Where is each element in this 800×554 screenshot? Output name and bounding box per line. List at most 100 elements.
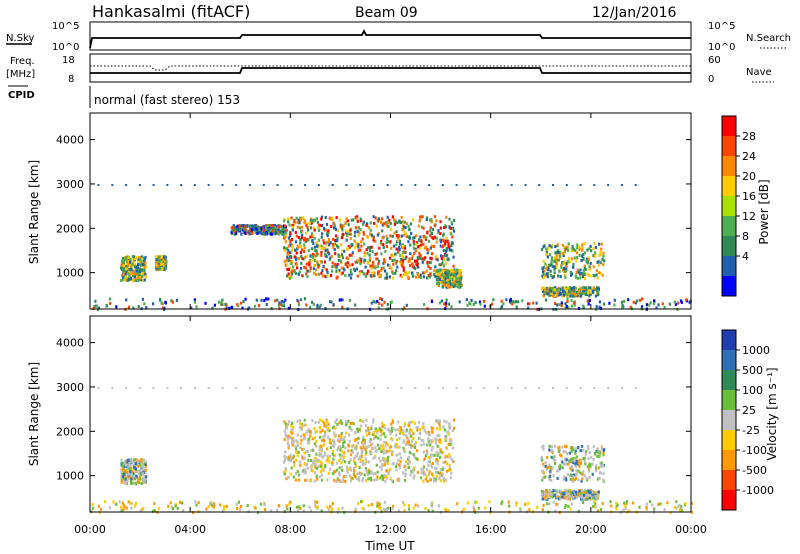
data-cell	[443, 456, 446, 459]
data-cell	[359, 387, 362, 389]
data-cell	[134, 265, 137, 269]
data-cell	[359, 260, 362, 264]
data-cell	[144, 464, 148, 468]
data-cell	[287, 244, 290, 248]
data-cell	[361, 506, 364, 510]
data-cell	[286, 274, 289, 278]
data-cell	[595, 466, 598, 470]
data-cell	[443, 226, 446, 229]
data-cell	[675, 506, 678, 510]
data-cell	[338, 453, 341, 457]
data-cell	[688, 300, 691, 304]
data-cell	[327, 240, 330, 244]
data-cell	[602, 478, 605, 482]
data-cell	[256, 231, 259, 235]
data-cell	[155, 255, 158, 259]
data-cell	[354, 455, 357, 459]
data-cell	[372, 215, 375, 219]
data-cell	[356, 441, 359, 445]
data-cell	[577, 509, 580, 513]
data-cell	[137, 260, 140, 264]
data-cell	[625, 500, 629, 504]
data-cell	[407, 504, 410, 507]
data-cell	[300, 424, 304, 428]
data-cell	[138, 476, 141, 479]
data-cell	[295, 439, 298, 443]
data-cell	[370, 425, 373, 429]
data-cell	[601, 273, 604, 277]
data-cell	[437, 504, 440, 508]
data-cell	[377, 306, 381, 310]
data-cell	[329, 217, 332, 221]
x-tick-label: 00:00	[74, 523, 106, 536]
data-cell	[564, 444, 567, 448]
data-cell	[298, 426, 302, 430]
data-cell	[326, 248, 329, 252]
data-cell	[586, 260, 589, 264]
data-cell	[420, 443, 423, 447]
data-cell	[190, 306, 193, 310]
data-cell	[342, 441, 345, 445]
data-cell	[318, 435, 322, 439]
data-cell	[602, 451, 605, 455]
data-cell	[331, 261, 334, 265]
data-cell	[349, 458, 352, 462]
data-cell	[371, 447, 375, 450]
data-cell	[302, 437, 305, 441]
data-cell	[392, 254, 395, 258]
data-cell	[374, 239, 377, 243]
data-cell	[584, 286, 587, 290]
data-cell	[601, 502, 604, 506]
data-cell	[120, 509, 123, 513]
data-cell	[307, 228, 310, 232]
data-cell	[127, 470, 131, 474]
data-cell	[431, 446, 434, 449]
data-cell	[338, 269, 341, 273]
cpid-label: CPID	[8, 90, 35, 101]
data-cell	[426, 479, 429, 483]
data-cell	[424, 237, 427, 241]
data-cell	[413, 236, 416, 240]
data-cell	[403, 245, 406, 249]
data-cell	[466, 303, 469, 307]
data-cell	[327, 229, 330, 233]
data-cell	[236, 225, 239, 229]
data-cell	[143, 475, 146, 479]
data-cell	[579, 287, 582, 291]
data-cell	[613, 303, 616, 307]
data-cell	[312, 460, 315, 464]
data-cell	[571, 294, 574, 298]
data-cell	[267, 226, 270, 229]
data-cell	[303, 238, 306, 242]
data-cell	[607, 387, 610, 389]
data-cell	[442, 466, 445, 470]
data-cell	[337, 507, 340, 511]
data-cell	[144, 460, 148, 464]
data-cell	[123, 478, 126, 482]
data-cell	[346, 422, 349, 426]
data-cell	[311, 238, 314, 242]
data-cell	[405, 271, 409, 275]
data-cell	[572, 448, 575, 452]
colorbar-segment	[722, 350, 736, 371]
data-cell	[296, 433, 299, 437]
data-cell	[403, 422, 407, 426]
data-cell	[290, 466, 293, 470]
data-cell	[339, 445, 342, 449]
data-cell	[368, 470, 371, 474]
data-cell	[550, 263, 553, 267]
data-cell	[450, 471, 453, 475]
data-cell	[140, 272, 143, 275]
data-cell	[332, 444, 335, 448]
data-cell	[294, 257, 297, 261]
data-cell	[221, 509, 225, 513]
data-cell	[397, 234, 401, 238]
data-cell	[249, 224, 252, 228]
data-cell	[384, 435, 387, 439]
data-cell	[440, 273, 444, 277]
data-cell	[329, 274, 333, 277]
data-cell	[452, 255, 455, 259]
data-cell	[573, 256, 576, 260]
data-cell	[442, 232, 445, 236]
data-cell	[589, 245, 592, 248]
